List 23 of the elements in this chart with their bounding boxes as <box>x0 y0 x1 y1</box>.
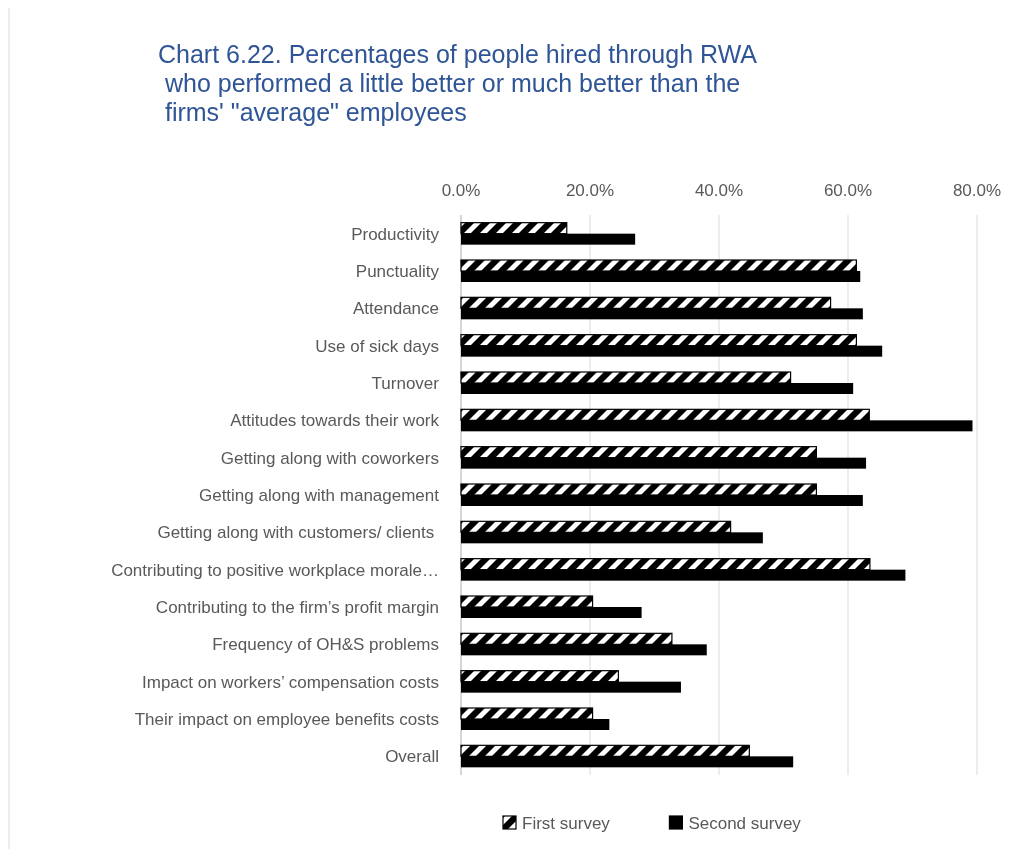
y-tick-label: Turnover <box>371 374 440 393</box>
y-tick-label: Getting along with management <box>198 486 440 505</box>
y-tick-label: Getting along with coworkers <box>220 448 439 468</box>
legend-label: Second survey <box>688 814 802 833</box>
y-tick-label: Attitudes towards their work <box>230 411 440 431</box>
y-tick-label: Impact on workers’ compensation costs <box>142 672 439 692</box>
x-tick-label: 0.0% <box>441 181 481 200</box>
y-tick-label: Attendance <box>352 299 439 319</box>
y-tick-label: Use of sick days <box>315 336 439 356</box>
x-tick-label: 80.0% <box>952 181 1002 200</box>
y-tick-label: Contributing to the firm’s profit margin <box>155 598 439 617</box>
y-tick-label: Their impact on employee benefits costs <box>134 710 439 729</box>
chart-title: Chart 6.22. Percentages of people hired through RWA who performed a little better or much better than the firms' "average" employees <box>158 40 758 126</box>
y-tick-label: Contributing to positive workplace morale… <box>111 560 439 580</box>
y-tick-label: Punctuality <box>355 262 440 281</box>
y-tick-label: Getting along with customers/ clients <box>157 523 439 543</box>
legend-label: First survey <box>522 814 611 833</box>
y-tick-label: Overall <box>385 747 439 767</box>
x-tick-label: 40.0% <box>694 181 744 200</box>
x-tick-label: 20.0% <box>565 181 615 200</box>
y-tick-label: Productivity <box>351 224 440 244</box>
y-tick-label: Frequency of OH&S problems <box>212 635 439 655</box>
x-tick-label: 60.0% <box>823 181 873 200</box>
